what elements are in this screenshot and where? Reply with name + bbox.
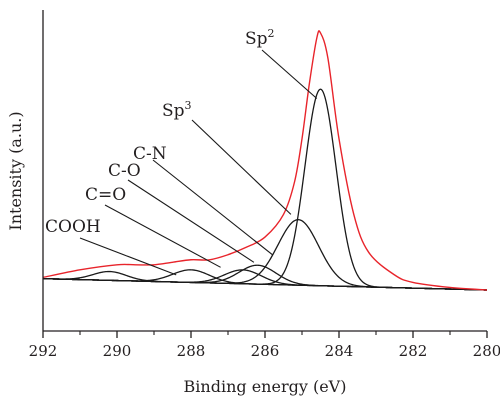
annotation-label-c-o: C=O — [85, 185, 126, 205]
annotation-label-sp2: Sp2 — [245, 27, 275, 49]
plot-area — [42, 30, 488, 291]
component-curve-sp3 — [42, 219, 488, 291]
annotation-leader-c-o — [127, 179, 255, 263]
annotations: Sp2 Sp3 C-NC-O C=O COOH — [45, 27, 318, 276]
x-tick-label-280: 280 — [473, 342, 500, 360]
annotation-label-cooh: COOH — [45, 217, 101, 237]
baseline-line — [42, 278, 488, 291]
x-tick-label-292: 292 — [29, 342, 58, 360]
annotation-label-c-n: C-N — [133, 144, 167, 164]
annotation-leader-sp2 — [261, 49, 318, 99]
x-tick-label-286: 286 — [251, 342, 280, 360]
axes: Intensity (a.u.) Binding energy (eV) 292… — [6, 10, 500, 396]
annotation-leader-c-n — [152, 159, 273, 256]
annotation-leader-sp3 — [191, 119, 292, 215]
x-axis-title: Binding energy (eV) — [184, 377, 347, 396]
x-tick-label-284: 284 — [325, 342, 354, 360]
envelope-curve — [42, 30, 488, 291]
annotation-label-sp3: Sp3 — [162, 99, 192, 121]
annotation-sup-sp2: 2 — [268, 27, 275, 40]
annotation-leader-c-o — [104, 204, 221, 268]
annotation-leader-cooh — [79, 237, 177, 276]
x-tick-label-288: 288 — [177, 342, 206, 360]
annotation-label-c-o: C-O — [108, 161, 141, 181]
x-tick-label-282: 282 — [399, 342, 428, 360]
y-axis-title: Intensity (a.u.) — [6, 111, 25, 230]
annotation-sup-sp3: 3 — [185, 99, 192, 112]
x-tick-label-290: 290 — [103, 342, 132, 360]
